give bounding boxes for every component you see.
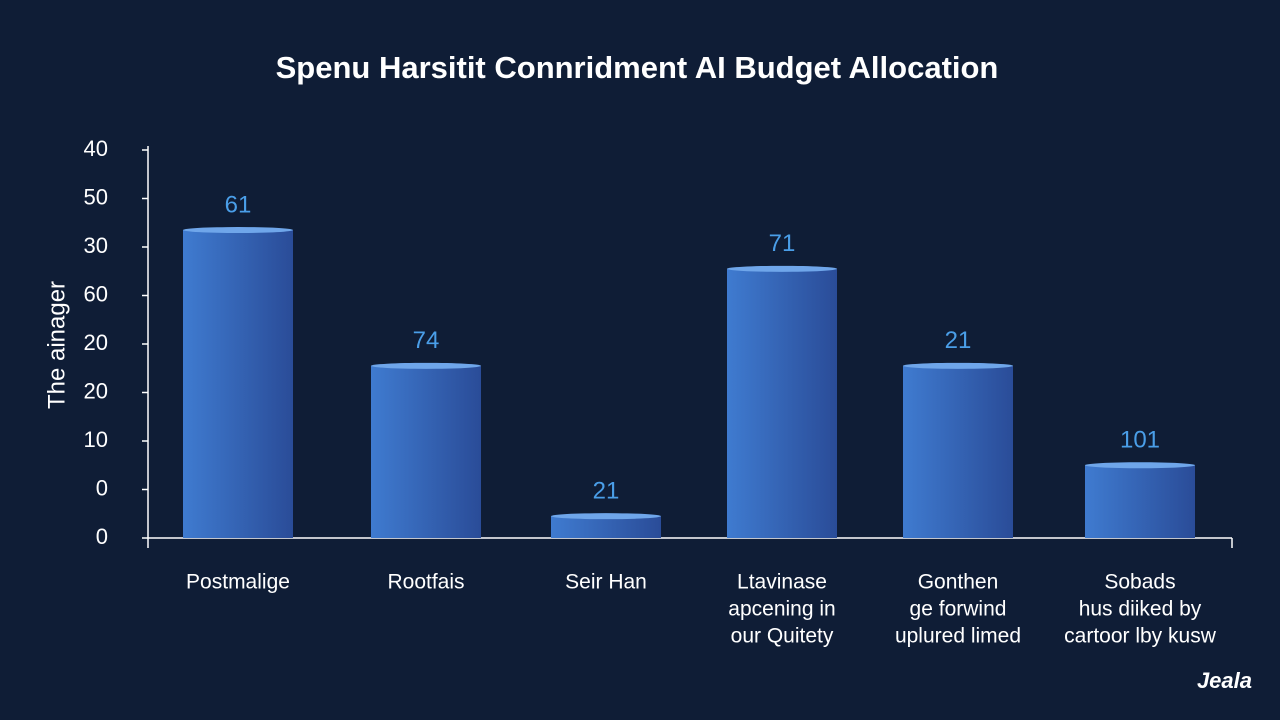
y-tick-label: 20 — [84, 330, 108, 355]
y-tick-label: 20 — [84, 378, 108, 403]
bar — [727, 268, 837, 538]
y-tick-label: 60 — [84, 281, 108, 306]
y-tick-label: 50 — [84, 184, 108, 209]
x-tick-label: uplured limed — [895, 625, 1021, 648]
bar — [551, 516, 661, 538]
bar-top — [1085, 462, 1195, 469]
bar-top — [903, 362, 1013, 369]
bar-top — [551, 513, 661, 520]
y-tick-label: 40 — [84, 136, 108, 161]
y-tick-label: 0 — [96, 524, 108, 549]
data-label: 74 — [413, 327, 440, 354]
x-tick-label: Postmalige — [186, 571, 290, 594]
data-label: 21 — [945, 327, 972, 354]
chart-title: Spenu Harsitit Connridment AI Budget All… — [276, 50, 999, 85]
bar — [1085, 465, 1195, 538]
y-tick-label: 0 — [96, 475, 108, 500]
y-tick-label: 30 — [84, 233, 108, 258]
x-tick-label: Rootfais — [387, 571, 464, 594]
data-label: 71 — [769, 230, 796, 257]
bar-top — [371, 362, 481, 369]
data-label: 101 — [1120, 427, 1160, 454]
bar — [903, 365, 1013, 538]
data-label: 21 — [593, 478, 620, 505]
x-tick-label: ge forwind — [910, 598, 1007, 621]
x-tick-label: hus diiked by — [1079, 598, 1202, 621]
x-tick-label: Seir Han — [565, 571, 647, 594]
bar-top — [727, 265, 837, 272]
x-tick-label: apcening in — [728, 598, 835, 621]
y-tick-label: 10 — [84, 427, 108, 452]
data-label: 61 — [225, 191, 252, 218]
x-tick-label: Sobads — [1104, 571, 1175, 594]
x-tick-label: our Quitety — [731, 625, 834, 648]
x-tick-label: Gonthen — [918, 571, 999, 594]
x-tick-label: cartoor lby kusw — [1064, 625, 1217, 648]
logo: Jeala — [1197, 668, 1252, 693]
y-axis-label: The ainager — [43, 281, 70, 409]
bar — [183, 230, 293, 538]
bar-top — [183, 227, 293, 234]
x-tick-label: Ltavinase — [737, 571, 827, 594]
bar — [371, 365, 481, 538]
